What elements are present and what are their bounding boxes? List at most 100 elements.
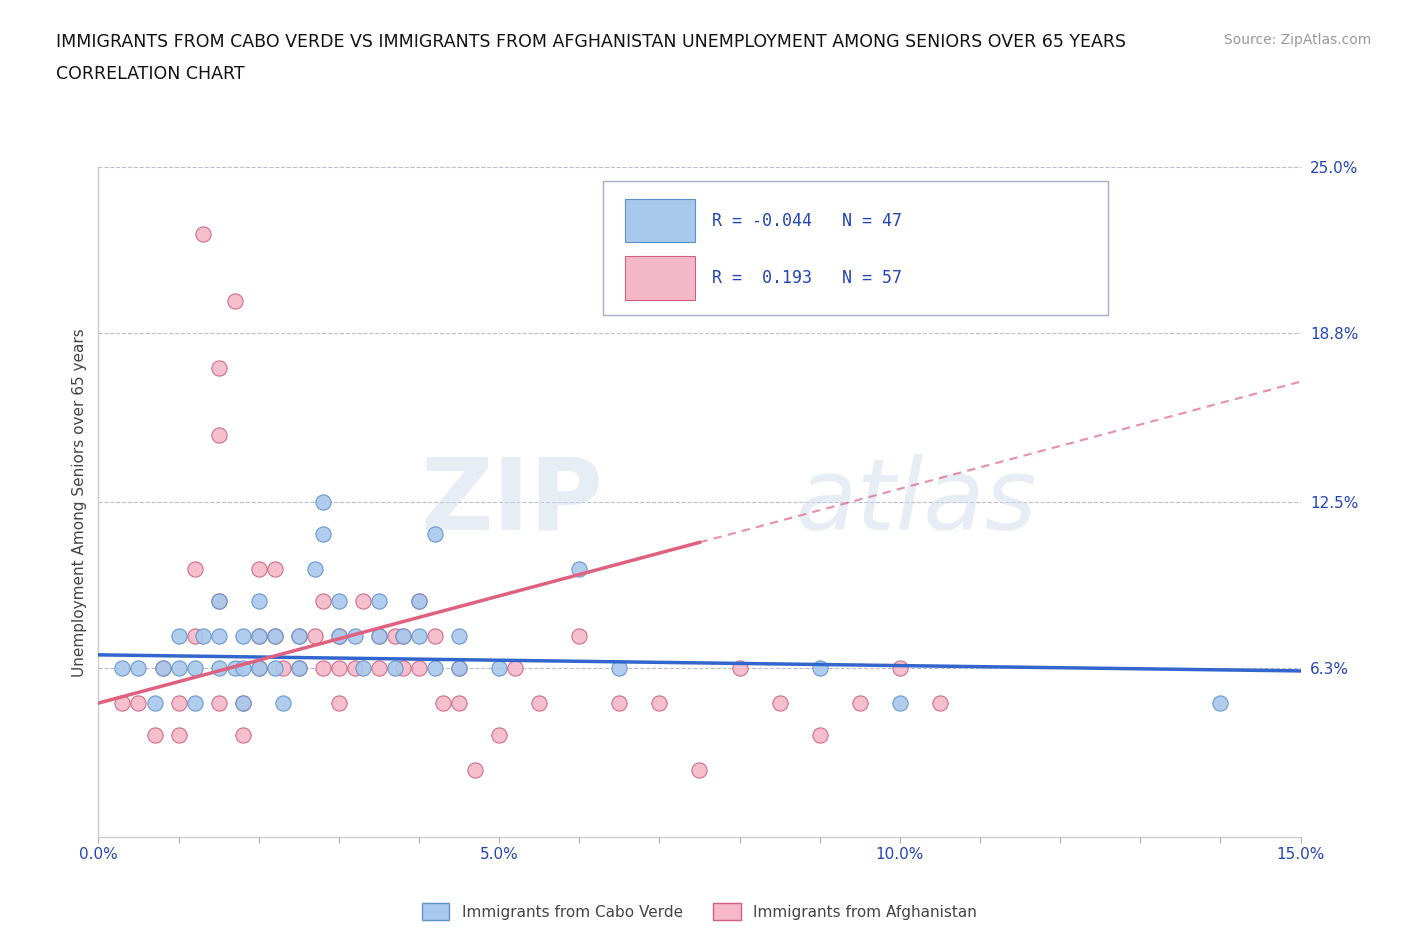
Point xyxy=(464,763,486,777)
Point xyxy=(392,629,415,644)
Point xyxy=(769,696,792,711)
Point xyxy=(568,629,591,644)
Point xyxy=(167,696,190,711)
Point xyxy=(889,696,911,711)
Point xyxy=(384,661,406,676)
Point xyxy=(929,696,952,711)
Legend: Immigrants from Cabo Verde, Immigrants from Afghanistan: Immigrants from Cabo Verde, Immigrants f… xyxy=(416,897,983,926)
Point xyxy=(312,661,335,676)
Point xyxy=(208,361,231,376)
FancyBboxPatch shape xyxy=(624,257,695,300)
Point xyxy=(343,629,366,644)
Point xyxy=(263,629,285,644)
Point xyxy=(183,629,205,644)
Point xyxy=(328,594,350,609)
Point xyxy=(208,594,231,609)
Point xyxy=(247,562,270,577)
Point xyxy=(128,696,150,711)
Point xyxy=(208,629,231,644)
Point xyxy=(609,661,631,676)
Point xyxy=(288,629,311,644)
Point xyxy=(488,728,510,743)
Point xyxy=(312,527,335,542)
Point xyxy=(392,629,415,644)
Point xyxy=(488,661,510,676)
Point xyxy=(208,594,231,609)
Point xyxy=(312,594,335,609)
Point xyxy=(328,629,350,644)
Point xyxy=(288,661,311,676)
Point xyxy=(808,661,831,676)
Point xyxy=(408,661,430,676)
Point xyxy=(1209,696,1232,711)
Point xyxy=(263,629,285,644)
Point xyxy=(447,661,470,676)
Point xyxy=(432,696,454,711)
Point xyxy=(208,661,231,676)
Point xyxy=(167,629,190,644)
Point xyxy=(447,696,470,711)
Text: ZIP: ZIP xyxy=(420,454,603,551)
Point xyxy=(408,629,430,644)
Point xyxy=(343,661,366,676)
Point xyxy=(128,661,150,676)
Point xyxy=(191,227,214,242)
Point xyxy=(167,661,190,676)
Point xyxy=(609,696,631,711)
Text: R =  0.193   N = 57: R = 0.193 N = 57 xyxy=(711,269,901,286)
Point xyxy=(689,763,711,777)
Point xyxy=(271,661,294,676)
Point xyxy=(247,661,270,676)
Point xyxy=(328,629,350,644)
Point xyxy=(111,696,134,711)
Point xyxy=(183,562,205,577)
Point xyxy=(152,661,174,676)
Point xyxy=(271,696,294,711)
Point xyxy=(224,661,246,676)
Point xyxy=(183,696,205,711)
Point xyxy=(384,629,406,644)
Point xyxy=(247,629,270,644)
Point xyxy=(368,629,391,644)
Point xyxy=(408,594,430,609)
Point xyxy=(191,629,214,644)
Point xyxy=(208,696,231,711)
Point xyxy=(368,594,391,609)
Point xyxy=(312,495,335,510)
Point xyxy=(167,728,190,743)
Point xyxy=(328,696,350,711)
Point xyxy=(232,629,254,644)
Point xyxy=(304,629,326,644)
Point xyxy=(568,562,591,577)
Point xyxy=(247,629,270,644)
Point xyxy=(352,594,374,609)
Point xyxy=(224,294,246,309)
Point xyxy=(208,428,231,443)
Point xyxy=(423,527,446,542)
Point xyxy=(111,661,134,676)
Y-axis label: Unemployment Among Seniors over 65 years: Unemployment Among Seniors over 65 years xyxy=(72,328,87,677)
Point xyxy=(529,696,551,711)
Point xyxy=(232,728,254,743)
Point xyxy=(152,661,174,676)
Point xyxy=(447,661,470,676)
Point xyxy=(423,629,446,644)
Text: IMMIGRANTS FROM CABO VERDE VS IMMIGRANTS FROM AFGHANISTAN UNEMPLOYMENT AMONG SEN: IMMIGRANTS FROM CABO VERDE VS IMMIGRANTS… xyxy=(56,33,1126,50)
Point xyxy=(368,629,391,644)
Text: R = -0.044   N = 47: R = -0.044 N = 47 xyxy=(711,212,901,230)
Point xyxy=(328,661,350,676)
Point xyxy=(232,661,254,676)
Point xyxy=(503,661,526,676)
Point xyxy=(849,696,872,711)
Point xyxy=(183,661,205,676)
Point xyxy=(232,696,254,711)
FancyBboxPatch shape xyxy=(603,180,1108,314)
Point xyxy=(304,562,326,577)
Point xyxy=(408,594,430,609)
Point xyxy=(423,661,446,676)
Point xyxy=(143,728,166,743)
Point xyxy=(247,594,270,609)
Text: Source: ZipAtlas.com: Source: ZipAtlas.com xyxy=(1223,33,1371,46)
Point xyxy=(263,661,285,676)
Point xyxy=(808,728,831,743)
